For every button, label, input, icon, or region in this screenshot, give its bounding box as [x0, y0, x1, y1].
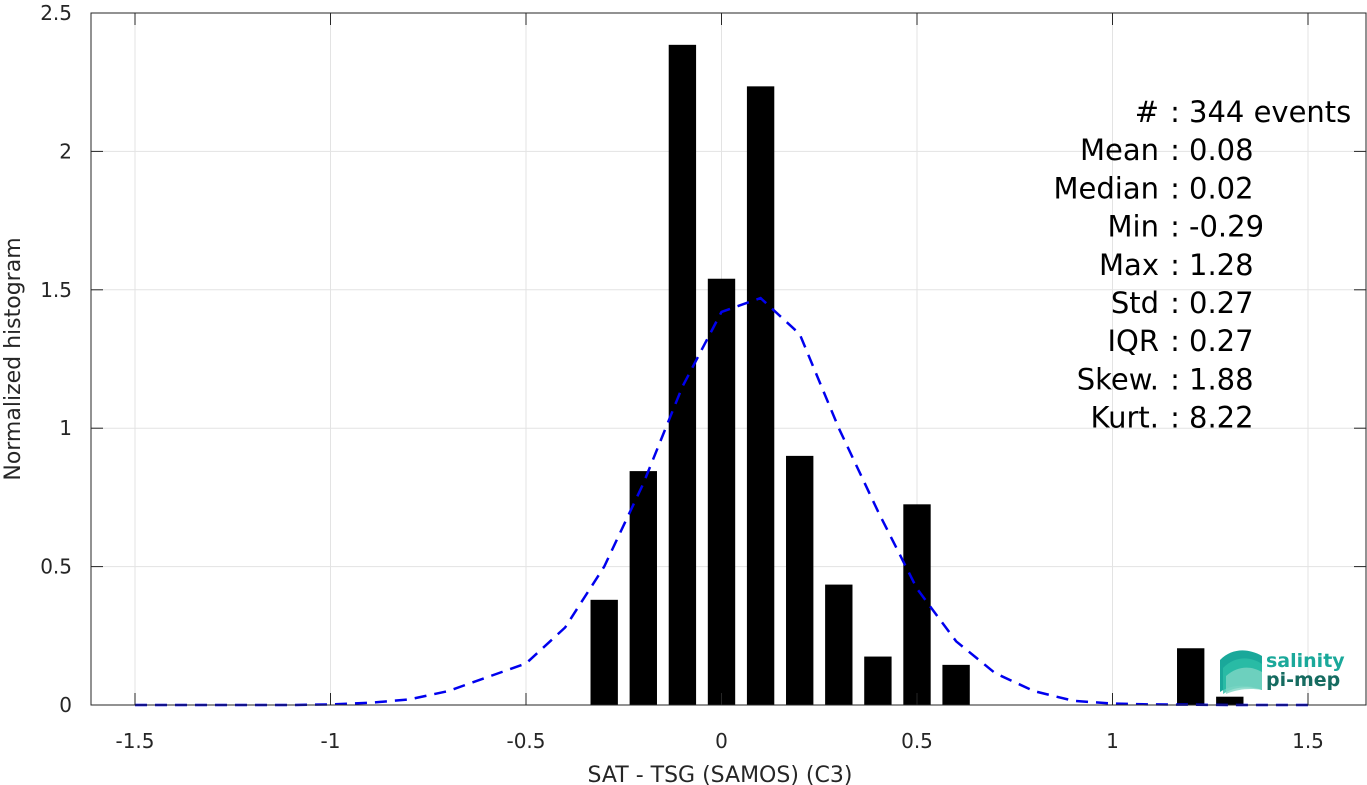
stat-value: 344 events: [1189, 95, 1351, 129]
fit-curve-layer: [135, 296, 1308, 707]
histogram-bar: [590, 599, 618, 705]
y-tick-label: 2.5: [40, 1, 72, 25]
stat-colon: :: [1170, 95, 1180, 129]
histogram-bar: [668, 44, 697, 705]
histogram-bar: [1216, 696, 1244, 705]
y-tick-label: 2: [59, 139, 72, 163]
stat-label: IQR: [1107, 324, 1159, 358]
histogram-bar: [707, 278, 736, 705]
stat-value: 8.22: [1189, 401, 1254, 435]
stat-colon: :: [1170, 362, 1180, 396]
stat-label: Skew.: [1077, 362, 1159, 396]
salinity-pi-mep-logo: salinity pi-mep: [1220, 650, 1345, 694]
tick-labels: -1.5 -1 -0.5 0 0.5 1 1.5 0 0.5 1 1.5 2 2.5: [40, 1, 1324, 753]
stat-colon: :: [1170, 401, 1180, 435]
x-tick-label: 0: [715, 729, 728, 753]
histogram-bar: [629, 471, 657, 705]
y-axis-label: Normalized histogram: [1, 237, 26, 480]
stat-colon: :: [1170, 286, 1180, 320]
x-axis-label: SAT - TSG (SAMOS) (C3): [588, 763, 853, 785]
x-tick-label: -1.5: [115, 729, 154, 753]
wave-icon: [1220, 650, 1262, 694]
stat-label: Median: [1054, 171, 1159, 205]
stat-value: 0.02: [1189, 171, 1254, 205]
stat-value: 1.28: [1189, 248, 1254, 282]
stat-value: 0.27: [1189, 324, 1254, 358]
histogram-bar: [786, 455, 814, 705]
y-tick-label: 0.5: [40, 555, 72, 579]
histogram-bar: [825, 584, 853, 705]
y-tick-label: 0: [59, 693, 72, 717]
y-tick-label: 1.5: [40, 278, 72, 302]
stat-colon: :: [1170, 133, 1180, 167]
stat-value: 0.08: [1189, 133, 1254, 167]
histogram-bars: [590, 44, 1244, 706]
stat-value: -0.29: [1189, 210, 1264, 244]
plot-frame: [90, 12, 1367, 706]
x-tick-label: -1: [321, 729, 341, 753]
logo-text-pi-mep: pi-mep: [1266, 669, 1340, 691]
x-tick-label: 0.5: [901, 729, 933, 753]
stat-label: #: [1135, 95, 1159, 129]
x-tick-label: -0.5: [506, 729, 545, 753]
histogram-bar: [903, 504, 931, 705]
histogram-bar: [746, 86, 775, 706]
stat-label: Std: [1111, 286, 1159, 320]
histogram-bar: [1177, 648, 1205, 705]
histogram-bar: [864, 656, 892, 705]
stat-label: Mean: [1080, 133, 1159, 167]
axes: [90, 12, 1367, 706]
y-tick-label: 1: [59, 416, 72, 440]
stat-colon: :: [1170, 210, 1180, 244]
stat-label: Max: [1099, 248, 1159, 282]
stat-colon: :: [1170, 248, 1180, 282]
logo-text-salinity: salinity: [1266, 650, 1345, 672]
histogram-bar: [942, 664, 970, 705]
stat-value: 1.88: [1189, 362, 1254, 396]
x-tick-label: 1.5: [1292, 729, 1324, 753]
gaussian-fit-curve: [135, 296, 1308, 707]
stat-value: 0.27: [1189, 286, 1254, 320]
stat-label: Min: [1108, 210, 1159, 244]
stat-colon: :: [1170, 171, 1180, 205]
stat-colon: :: [1170, 324, 1180, 358]
x-tick-label: 1: [1106, 729, 1119, 753]
stat-label: Kurt.: [1091, 401, 1159, 435]
